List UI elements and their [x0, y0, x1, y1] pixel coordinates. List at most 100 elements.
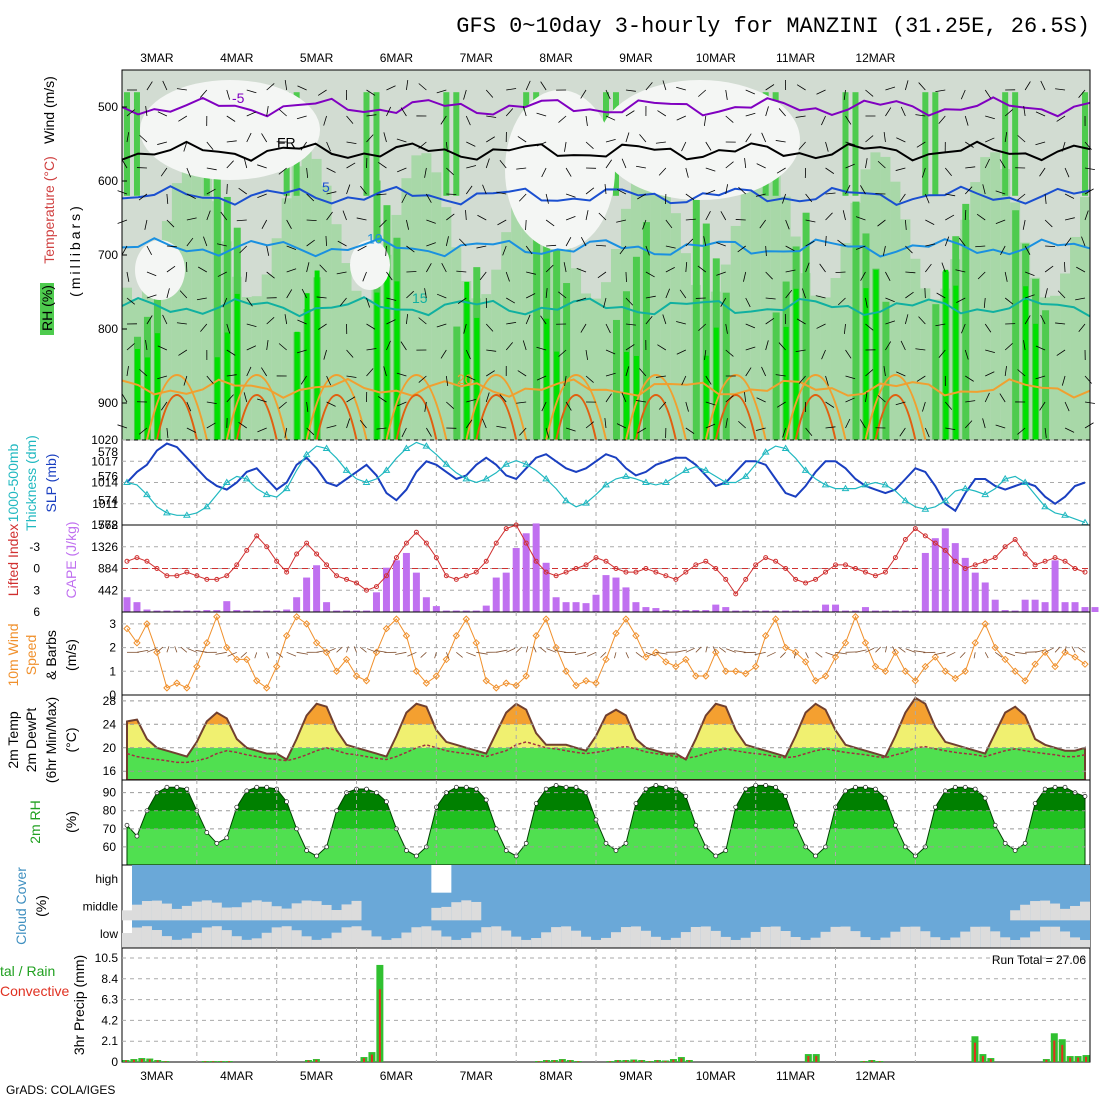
cape-label: CAPE (J/kg) — [63, 521, 79, 598]
rh2m-label-a: 2m RH — [27, 800, 43, 844]
cloud-low-bar — [1070, 937, 1080, 948]
rh-mid-stripe — [322, 186, 332, 440]
precip-conv-bar — [625, 1061, 627, 1062]
cloud-low-bar — [731, 940, 741, 948]
rh-point — [364, 787, 368, 791]
cloud-mid-bar — [282, 909, 292, 921]
rh-mid-stripe — [1070, 237, 1080, 440]
rh-point — [684, 794, 688, 798]
rh-upper-green — [373, 92, 379, 196]
cape-bar — [1062, 602, 1069, 612]
precip-conv-bar — [125, 1061, 127, 1062]
cloud-level-label: low — [100, 927, 118, 941]
cloud-low-bar — [701, 926, 711, 948]
precip-conv-bar — [974, 1043, 976, 1062]
rh-mid-stripe — [431, 172, 441, 440]
cape-bar — [932, 538, 939, 612]
precip-conv-bar — [863, 1061, 865, 1062]
rh-bright-stripe — [1023, 286, 1028, 440]
precip-conv-bar — [1061, 1045, 1063, 1062]
cape-bar — [373, 592, 380, 612]
cloud-low-bar — [930, 937, 940, 948]
rh-bright-stripe — [474, 318, 479, 440]
precip-conv-bar — [672, 1060, 674, 1062]
cloud-mid-bar — [451, 902, 461, 920]
rh-point — [714, 854, 718, 858]
cape-bar — [553, 597, 560, 612]
lifted-tick: -3 — [29, 540, 40, 554]
cloud-mid-bar — [1060, 909, 1070, 920]
cloud-low-bar — [870, 940, 880, 948]
cape-bar — [1072, 602, 1079, 612]
cloud-mid-bar — [1010, 910, 1020, 920]
cloud-mid-bar — [322, 905, 332, 920]
temp-tick: 24 — [103, 717, 117, 731]
precip-conv-bar — [680, 1058, 682, 1062]
cloud-low-bar — [671, 938, 681, 948]
wind-barb — [227, 184, 228, 194]
cloud-mid-bar — [222, 908, 232, 921]
cape-bar — [942, 528, 949, 612]
cloud-low-bar — [880, 938, 890, 948]
rh-point — [883, 796, 887, 800]
cape-bar — [1052, 560, 1059, 612]
cloud-low-bar — [511, 937, 521, 948]
cloud-low-bar — [601, 938, 611, 948]
date-label-bottom: 3MAR — [140, 1069, 174, 1083]
cloud-low-bar — [900, 927, 910, 948]
cape-bar — [403, 553, 410, 612]
rh-upper-green — [1012, 92, 1018, 196]
rh-point — [165, 785, 169, 789]
cloud-low-bar — [551, 927, 561, 948]
rh-mid-stripe — [731, 226, 741, 440]
rh-point — [374, 791, 378, 795]
cloud-low-bar — [920, 931, 930, 948]
cloud-low-bar — [471, 932, 481, 948]
rh-green-stripe — [932, 304, 939, 440]
rh-mid-stripe — [920, 288, 930, 440]
cloud-low-bar — [940, 940, 950, 948]
rh-bright-stripe — [863, 288, 868, 440]
cloud-mid-bar — [262, 902, 272, 921]
cape-bar — [862, 607, 869, 612]
rh-point — [893, 823, 897, 827]
precip-tick: 0 — [111, 1055, 118, 1069]
lifted-label: Lifted Index — [5, 524, 21, 596]
rh-point — [414, 854, 418, 858]
precip-label-b: tal / Rain — [0, 963, 55, 979]
cloud-low-bar — [332, 933, 342, 948]
cloud-mid-bar — [272, 906, 282, 920]
pressure-tick: 700 — [98, 248, 118, 262]
cloud-mid-bar — [122, 910, 132, 920]
rh-green-stripe — [882, 302, 889, 440]
cloud-low-bar — [222, 930, 232, 948]
cloud-label-b: (%) — [33, 895, 49, 917]
rh-point — [574, 785, 578, 789]
precip-panel-frame — [122, 948, 1090, 1062]
date-label-bottom: 10MAR — [696, 1069, 736, 1083]
cape-bar — [1032, 600, 1039, 612]
temp-tick: 20 — [103, 741, 117, 755]
rh-point — [863, 785, 867, 789]
temp-tick: 16 — [103, 764, 117, 778]
cloud-low-bar — [491, 926, 501, 948]
rh-bright-stripe — [384, 270, 389, 440]
rh-point — [1053, 785, 1057, 789]
rh-mid-stripe — [491, 270, 501, 440]
cloud-low-bar — [1010, 940, 1020, 948]
rh-bright-stripe — [1033, 324, 1038, 440]
cloud-low-bar — [541, 932, 551, 948]
cloud-low-bar — [1060, 931, 1070, 948]
precip-conv-bar — [649, 1061, 651, 1062]
precip-conv-bar — [363, 1058, 365, 1062]
cape-tick: 442 — [98, 583, 118, 597]
pressure-tick: 800 — [98, 322, 118, 336]
cloud-low-bar — [681, 932, 691, 948]
cape-tick: 884 — [98, 562, 118, 576]
rh-point — [794, 823, 798, 827]
date-label-bottom: 8MAR — [539, 1069, 573, 1083]
rh-bright-stripe — [394, 281, 399, 440]
cloud-mid-bar — [461, 900, 471, 920]
rh-point — [1003, 841, 1007, 845]
